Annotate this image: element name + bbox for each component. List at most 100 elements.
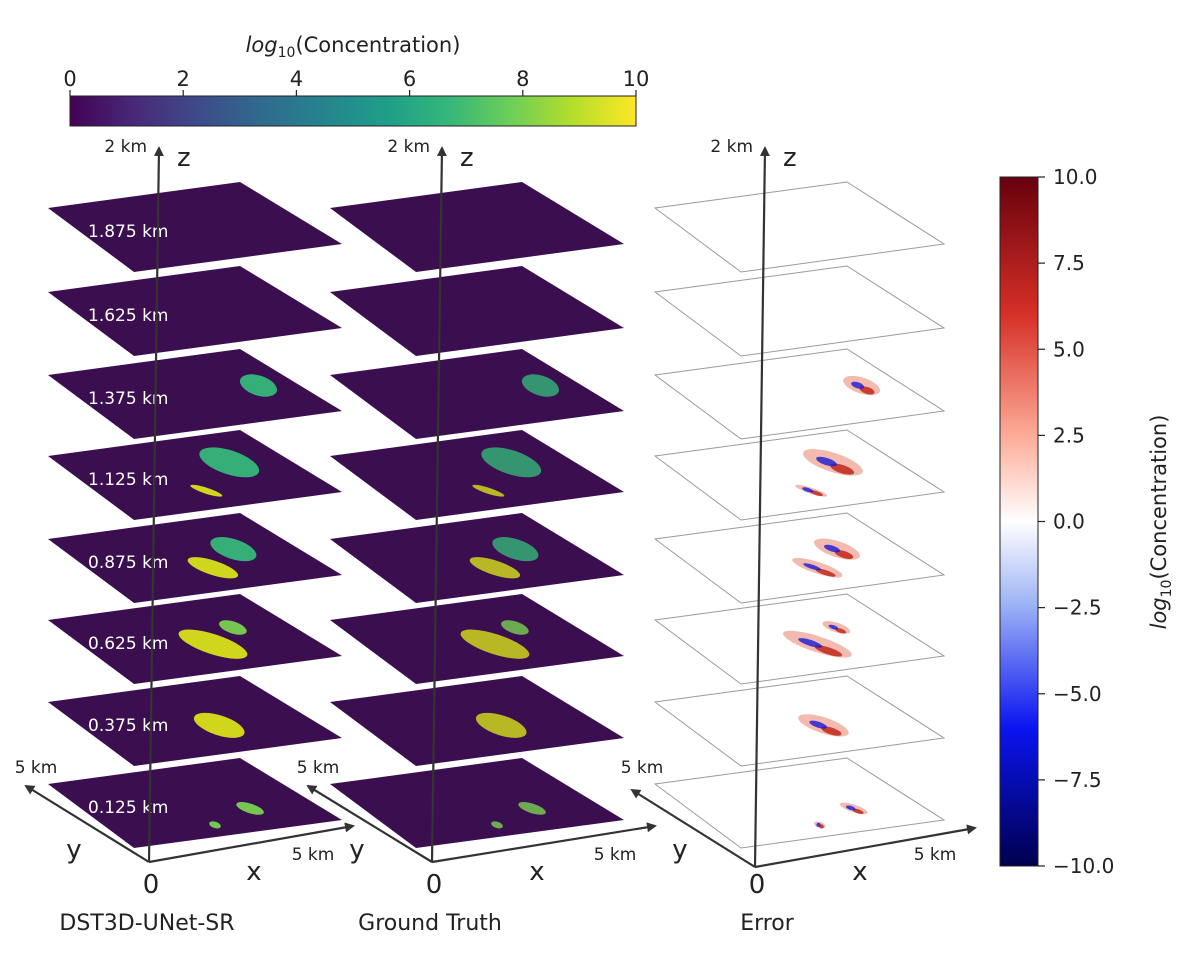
concentration-blob — [219, 620, 247, 635]
right-colorbar-ticks: 10.0 7.5 5.0 2.5 0.0 −2.5 −5.0 −7.5 −10.0 — [1038, 165, 1114, 878]
slice-level-label: 1.625 km — [88, 306, 168, 326]
top-tick-label: 4 — [290, 67, 303, 91]
z-top-label: 2 km — [710, 137, 753, 157]
slice-level-label: 0.625 km — [88, 634, 168, 654]
slice-plane — [48, 182, 342, 272]
y-end-label: 5 km — [621, 758, 664, 778]
right-tick-label: −5.0 — [1053, 682, 1102, 706]
origin-label: 0 — [426, 870, 443, 900]
slice-plane — [48, 758, 342, 848]
right-tick-label: −7.5 — [1053, 768, 1102, 792]
error-blob-negative — [802, 487, 814, 493]
right-tick-label: 10.0 — [1053, 165, 1098, 189]
error-blob-positive — [835, 628, 847, 634]
concentration-blob — [481, 447, 542, 478]
top-colorbar-title: log10(Concentration) — [246, 33, 461, 61]
slice-level-label: 0.375 km — [88, 716, 168, 736]
y-axis-label: y — [66, 835, 81, 865]
concentration-blob — [199, 447, 260, 478]
origin-label: 0 — [749, 870, 766, 900]
slice-plane — [653, 265, 946, 357]
panel-title: Ground Truth — [358, 911, 502, 936]
top-tick-label: 6 — [403, 67, 416, 91]
concentration-blob — [491, 821, 503, 829]
slice-plane — [653, 675, 946, 767]
error-blob-positive — [814, 645, 843, 657]
y-axis-label: y — [672, 835, 687, 865]
x-end-label: 5 km — [292, 845, 335, 865]
panels: 1.875 km 1.625 km 1.375 km 1.125 km 0.875 km… — [15, 137, 977, 936]
panel-1: 1.875 km 1.625 km 1.375 km 1.125 km 0.875 km… — [15, 137, 355, 936]
right-tick-label: 5.0 — [1053, 337, 1085, 361]
x-axis — [431, 822, 657, 864]
right-tick-label: −10.0 — [1053, 854, 1114, 878]
y-axis — [630, 788, 756, 868]
z-axis-label: z — [177, 143, 191, 173]
top-tick-label: 8 — [516, 67, 529, 91]
error-blob-negative — [845, 805, 856, 811]
error-blob-negative — [828, 624, 839, 630]
right-tick-label: 2.5 — [1053, 423, 1085, 447]
slice-plane — [330, 182, 624, 272]
error-blob-negative — [851, 381, 865, 389]
top-tick-label: 0 — [63, 67, 76, 91]
concentration-blob — [239, 374, 277, 397]
z-axis-label: z — [460, 143, 474, 173]
right-tick-label: 0.0 — [1053, 510, 1085, 534]
error-blob-positive — [830, 463, 855, 475]
slice-level-label: 1.875 km — [88, 222, 168, 242]
right-tick-label: 7.5 — [1053, 251, 1085, 275]
slice-plane — [653, 348, 946, 440]
concentration-blob — [236, 802, 264, 815]
top-colorbar: log10(Concentration) 0 2 4 6 8 10 — [63, 33, 649, 127]
x-axis — [148, 822, 355, 864]
top-colorbar-ticks: 0 2 4 6 8 10 — [63, 67, 649, 96]
concentration-blob — [190, 484, 223, 497]
concentration-blob — [518, 802, 546, 815]
error-blob-negative — [816, 822, 821, 827]
y-axis — [306, 784, 433, 863]
y-axis — [24, 784, 150, 863]
concentration-blob — [209, 821, 221, 829]
concentration-blob — [521, 374, 559, 397]
concentration-blob — [460, 629, 530, 659]
slice-plane — [48, 430, 342, 520]
right-tick-label: −2.5 — [1053, 596, 1102, 620]
error-blob-negative — [816, 456, 837, 467]
panel-title: Error — [740, 911, 795, 936]
slice-level-label: 1.125 km — [88, 470, 168, 490]
error-blob-positive — [815, 568, 836, 577]
x-end-label: 5 km — [914, 845, 957, 865]
top-tick-label: 10 — [623, 67, 650, 91]
concentration-blob — [178, 629, 248, 659]
z-axis — [753, 146, 770, 868]
concentration-blob — [475, 712, 527, 738]
slice-plane — [330, 349, 624, 439]
z-axis — [147, 146, 164, 863]
concentration-blob — [492, 537, 539, 562]
y-end-label: 5 km — [297, 758, 340, 778]
x-end-label: 5 km — [594, 845, 637, 865]
error-blob-positive — [852, 808, 864, 814]
slice-plane — [653, 181, 946, 273]
viridis-colorbar — [69, 95, 637, 127]
panel-2: z 2 km 5 km 5 km x y 0 Ground Truth — [297, 137, 657, 936]
y-end-label: 5 km — [15, 758, 58, 778]
error-blob-positive — [821, 726, 842, 736]
error-blob-negative — [798, 638, 823, 648]
panel-3: z 2 km 5 km 5 km x y 0 Error — [621, 137, 977, 936]
concentration-blob — [193, 712, 245, 738]
error-blob-negative — [809, 720, 827, 729]
slice-plane — [653, 757, 946, 849]
z-axis-label: z — [783, 143, 797, 173]
error-blob-negative — [803, 563, 821, 571]
right-colorbar-title: log10(Concentration) — [1147, 415, 1175, 630]
x-axis-label: x — [529, 857, 544, 887]
concentration-blob — [187, 557, 239, 579]
slice-plane — [330, 758, 624, 848]
x-axis-label: x — [852, 857, 867, 887]
z-axis — [430, 146, 447, 863]
x-axis-label: x — [246, 857, 261, 887]
panel-title: DST3D-UNet-SR — [59, 911, 234, 936]
slice-plane — [330, 430, 624, 520]
